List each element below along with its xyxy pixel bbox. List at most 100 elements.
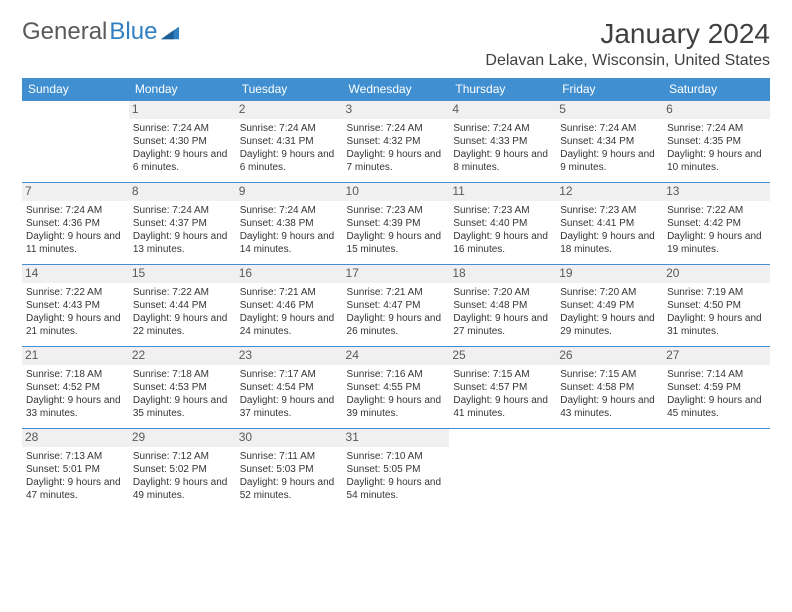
sunset-text: Sunset: 4:37 PM <box>133 217 232 230</box>
sunrise-text: Sunrise: 7:13 AM <box>26 450 125 463</box>
day-number: 25 <box>449 347 556 365</box>
sunrise-text: Sunrise: 7:18 AM <box>133 368 232 381</box>
calendar-day-cell <box>556 429 663 511</box>
day-number: 26 <box>556 347 663 365</box>
calendar-day-cell: 12 Sunrise: 7:23 AMSunset: 4:41 PMDayligh… <box>556 183 663 265</box>
calendar-day-cell: 18Sunrise: 7:20 AMSunset: 4:48 PMDayligh… <box>449 265 556 347</box>
calendar-day-cell: 8Sunrise: 7:24 AMSunset: 4:37 PMDaylight… <box>129 183 236 265</box>
daylight-text: Daylight: 9 hours and 19 minutes. <box>667 230 766 256</box>
day-number: 12 <box>556 183 663 201</box>
daylight-text: Daylight: 9 hours and 33 minutes. <box>26 394 125 420</box>
daylight-text: Daylight: 9 hours and 47 minutes. <box>26 476 125 502</box>
sunset-text: Sunset: 4:47 PM <box>347 299 446 312</box>
sunset-text: Sunset: 4:40 PM <box>453 217 552 230</box>
daylight-text: Daylight: 9 hours and 6 minutes. <box>240 148 339 174</box>
daylight-text: Daylight: 9 hours and 9 minutes. <box>560 148 659 174</box>
daylight-text: Daylight: 9 hours and 54 minutes. <box>347 476 446 502</box>
daylight-text: Daylight: 9 hours and 7 minutes. <box>347 148 446 174</box>
sunset-text: Sunset: 4:41 PM <box>560 217 659 230</box>
day-header: Sunday <box>22 78 129 101</box>
daylight-text: Daylight: 9 hours and 41 minutes. <box>453 394 552 420</box>
calendar-week-row: 28Sunrise: 7:13 AMSunset: 5:01 PMDayligh… <box>22 429 770 511</box>
page-header: GeneralBlue January 2024 Delavan Lake, W… <box>22 18 770 70</box>
sunset-text: Sunset: 5:03 PM <box>240 463 339 476</box>
sunrise-text: Sunrise: 7:24 AM <box>133 204 232 217</box>
sunset-text: Sunset: 4:53 PM <box>133 381 232 394</box>
calendar-day-cell: 10Sunrise: 7:23 AMSunset: 4:39 PMDayligh… <box>343 183 450 265</box>
day-number: 23 <box>236 347 343 365</box>
day-number: 9 <box>236 183 343 201</box>
daylight-text: Daylight: 9 hours and 45 minutes. <box>667 394 766 420</box>
sunrise-text: Sunrise: 7:24 AM <box>347 122 446 135</box>
daylight-text: Daylight: 9 hours and 31 minutes. <box>667 312 766 338</box>
daylight-text: Daylight: 9 hours and 18 minutes. <box>560 230 659 256</box>
logo-text-general: General <box>22 18 107 46</box>
sunset-text: Sunset: 5:05 PM <box>347 463 446 476</box>
day-number: 14 <box>22 265 129 283</box>
sunrise-text: Sunrise: 7:24 AM <box>240 122 339 135</box>
day-number: 19 <box>556 265 663 283</box>
sunset-text: Sunset: 4:52 PM <box>26 381 125 394</box>
calendar-day-cell <box>663 429 770 511</box>
day-number: 28 <box>22 429 129 447</box>
sunrise-text: Sunrise: 7:17 AM <box>240 368 339 381</box>
calendar-day-cell: 11Sunrise: 7:23 AMSunset: 4:40 PMDayligh… <box>449 183 556 265</box>
sunset-text: Sunset: 4:38 PM <box>240 217 339 230</box>
day-number: 1 <box>129 101 236 119</box>
calendar-table: Sunday Monday Tuesday Wednesday Thursday… <box>22 78 770 511</box>
day-number: 31 <box>343 429 450 447</box>
day-number: 13 <box>663 183 770 201</box>
sunset-text: Sunset: 4:31 PM <box>240 135 339 148</box>
daylight-text: Daylight: 9 hours and 21 minutes. <box>26 312 125 338</box>
daylight-text: Daylight: 9 hours and 29 minutes. <box>560 312 659 338</box>
sunset-text: Sunset: 5:01 PM <box>26 463 125 476</box>
calendar-day-cell: 14Sunrise: 7:22 AMSunset: 4:43 PMDayligh… <box>22 265 129 347</box>
sunset-text: Sunset: 4:59 PM <box>667 381 766 394</box>
day-number: 30 <box>236 429 343 447</box>
calendar-day-cell <box>22 101 129 183</box>
day-number: 10 <box>343 183 450 201</box>
sunset-text: Sunset: 4:57 PM <box>453 381 552 394</box>
sunset-text: Sunset: 4:46 PM <box>240 299 339 312</box>
sunrise-text: Sunrise: 7:22 AM <box>26 286 125 299</box>
calendar-body: 1Sunrise: 7:24 AMSunset: 4:30 PMDaylight… <box>22 101 770 511</box>
calendar-day-cell: 1Sunrise: 7:24 AMSunset: 4:30 PMDaylight… <box>129 101 236 183</box>
sunset-text: Sunset: 4:35 PM <box>667 135 766 148</box>
sunrise-text: Sunrise: 7:21 AM <box>347 286 446 299</box>
calendar-day-cell: 19Sunrise: 7:20 AMSunset: 4:49 PMDayligh… <box>556 265 663 347</box>
sunrise-text: Sunrise: 7:15 AM <box>560 368 659 381</box>
daylight-text: Daylight: 9 hours and 24 minutes. <box>240 312 339 338</box>
daylight-text: Daylight: 9 hours and 22 minutes. <box>133 312 232 338</box>
sunset-text: Sunset: 4:34 PM <box>560 135 659 148</box>
calendar-day-cell: 16Sunrise: 7:21 AMSunset: 4:46 PMDayligh… <box>236 265 343 347</box>
day-number: 27 <box>663 347 770 365</box>
sunset-text: Sunset: 4:36 PM <box>26 217 125 230</box>
calendar-day-cell: 30Sunrise: 7:11 AMSunset: 5:03 PMDayligh… <box>236 429 343 511</box>
calendar-day-cell: 22Sunrise: 7:18 AMSunset: 4:53 PMDayligh… <box>129 347 236 429</box>
daylight-text: Daylight: 9 hours and 43 minutes. <box>560 394 659 420</box>
day-header: Thursday <box>449 78 556 101</box>
day-header-row: Sunday Monday Tuesday Wednesday Thursday… <box>22 78 770 101</box>
calendar-day-cell: 5Sunrise: 7:24 AMSunset: 4:34 PMDaylight… <box>556 101 663 183</box>
calendar-day-cell: 15Sunrise: 7:22 AMSunset: 4:44 PMDayligh… <box>129 265 236 347</box>
calendar-day-cell: 7Sunrise: 7:24 AMSunset: 4:36 PMDaylight… <box>22 183 129 265</box>
sunrise-text: Sunrise: 7:24 AM <box>560 122 659 135</box>
sunset-text: Sunset: 4:55 PM <box>347 381 446 394</box>
sunrise-text: Sunrise: 7:12 AM <box>133 450 232 463</box>
day-number: 15 <box>129 265 236 283</box>
sunrise-text: Sunrise: 7:18 AM <box>26 368 125 381</box>
sunrise-text: Sunrise: 7:23 AM <box>453 204 552 217</box>
sunset-text: Sunset: 4:30 PM <box>133 135 232 148</box>
day-number: 4 <box>449 101 556 119</box>
sunrise-text: Sunrise: 7:24 AM <box>133 122 232 135</box>
sunrise-text: Sunrise: 7:23 AM <box>560 204 659 217</box>
sunrise-text: Sunrise: 7:19 AM <box>667 286 766 299</box>
day-number: 7 <box>22 183 129 201</box>
day-number: 24 <box>343 347 450 365</box>
sunrise-text: Sunrise: 7:22 AM <box>667 204 766 217</box>
day-header: Saturday <box>663 78 770 101</box>
day-number: 2 <box>236 101 343 119</box>
calendar-day-cell: 20Sunrise: 7:19 AMSunset: 4:50 PMDayligh… <box>663 265 770 347</box>
calendar-day-cell: 31Sunrise: 7:10 AMSunset: 5:05 PMDayligh… <box>343 429 450 511</box>
calendar-day-cell: 3Sunrise: 7:24 AMSunset: 4:32 PMDaylight… <box>343 101 450 183</box>
